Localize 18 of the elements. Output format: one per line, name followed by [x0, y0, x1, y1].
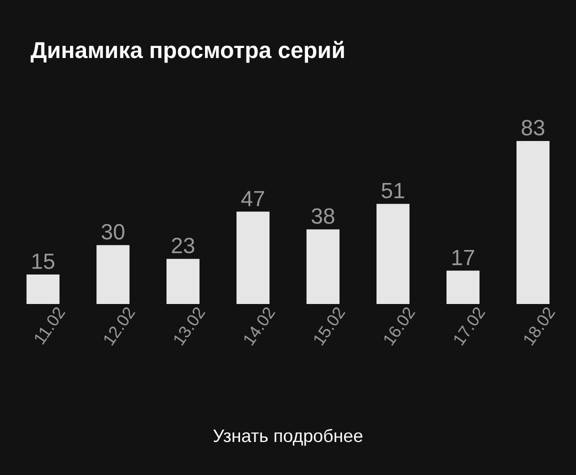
data-label: 38: [312, 208, 334, 224]
bar: [446, 270, 480, 304]
data-label: 23: [172, 238, 194, 254]
data-label: 30: [102, 224, 124, 240]
data-label: 15: [32, 254, 54, 270]
text: Узнать подробнее: [213, 428, 362, 446]
data-label: 51: [382, 183, 404, 198]
bar: [306, 229, 340, 304]
bar: [376, 204, 410, 304]
bar: [26, 274, 60, 304]
data-label: 83: [522, 120, 544, 136]
data-label: 47: [241, 191, 264, 206]
data-label: 17: [452, 250, 474, 266]
bar: [516, 140, 550, 304]
chart-title: Динамика просмотра серий: [30, 40, 344, 63]
bar: [236, 212, 270, 304]
bar: [166, 258, 200, 304]
bar: [96, 245, 130, 304]
